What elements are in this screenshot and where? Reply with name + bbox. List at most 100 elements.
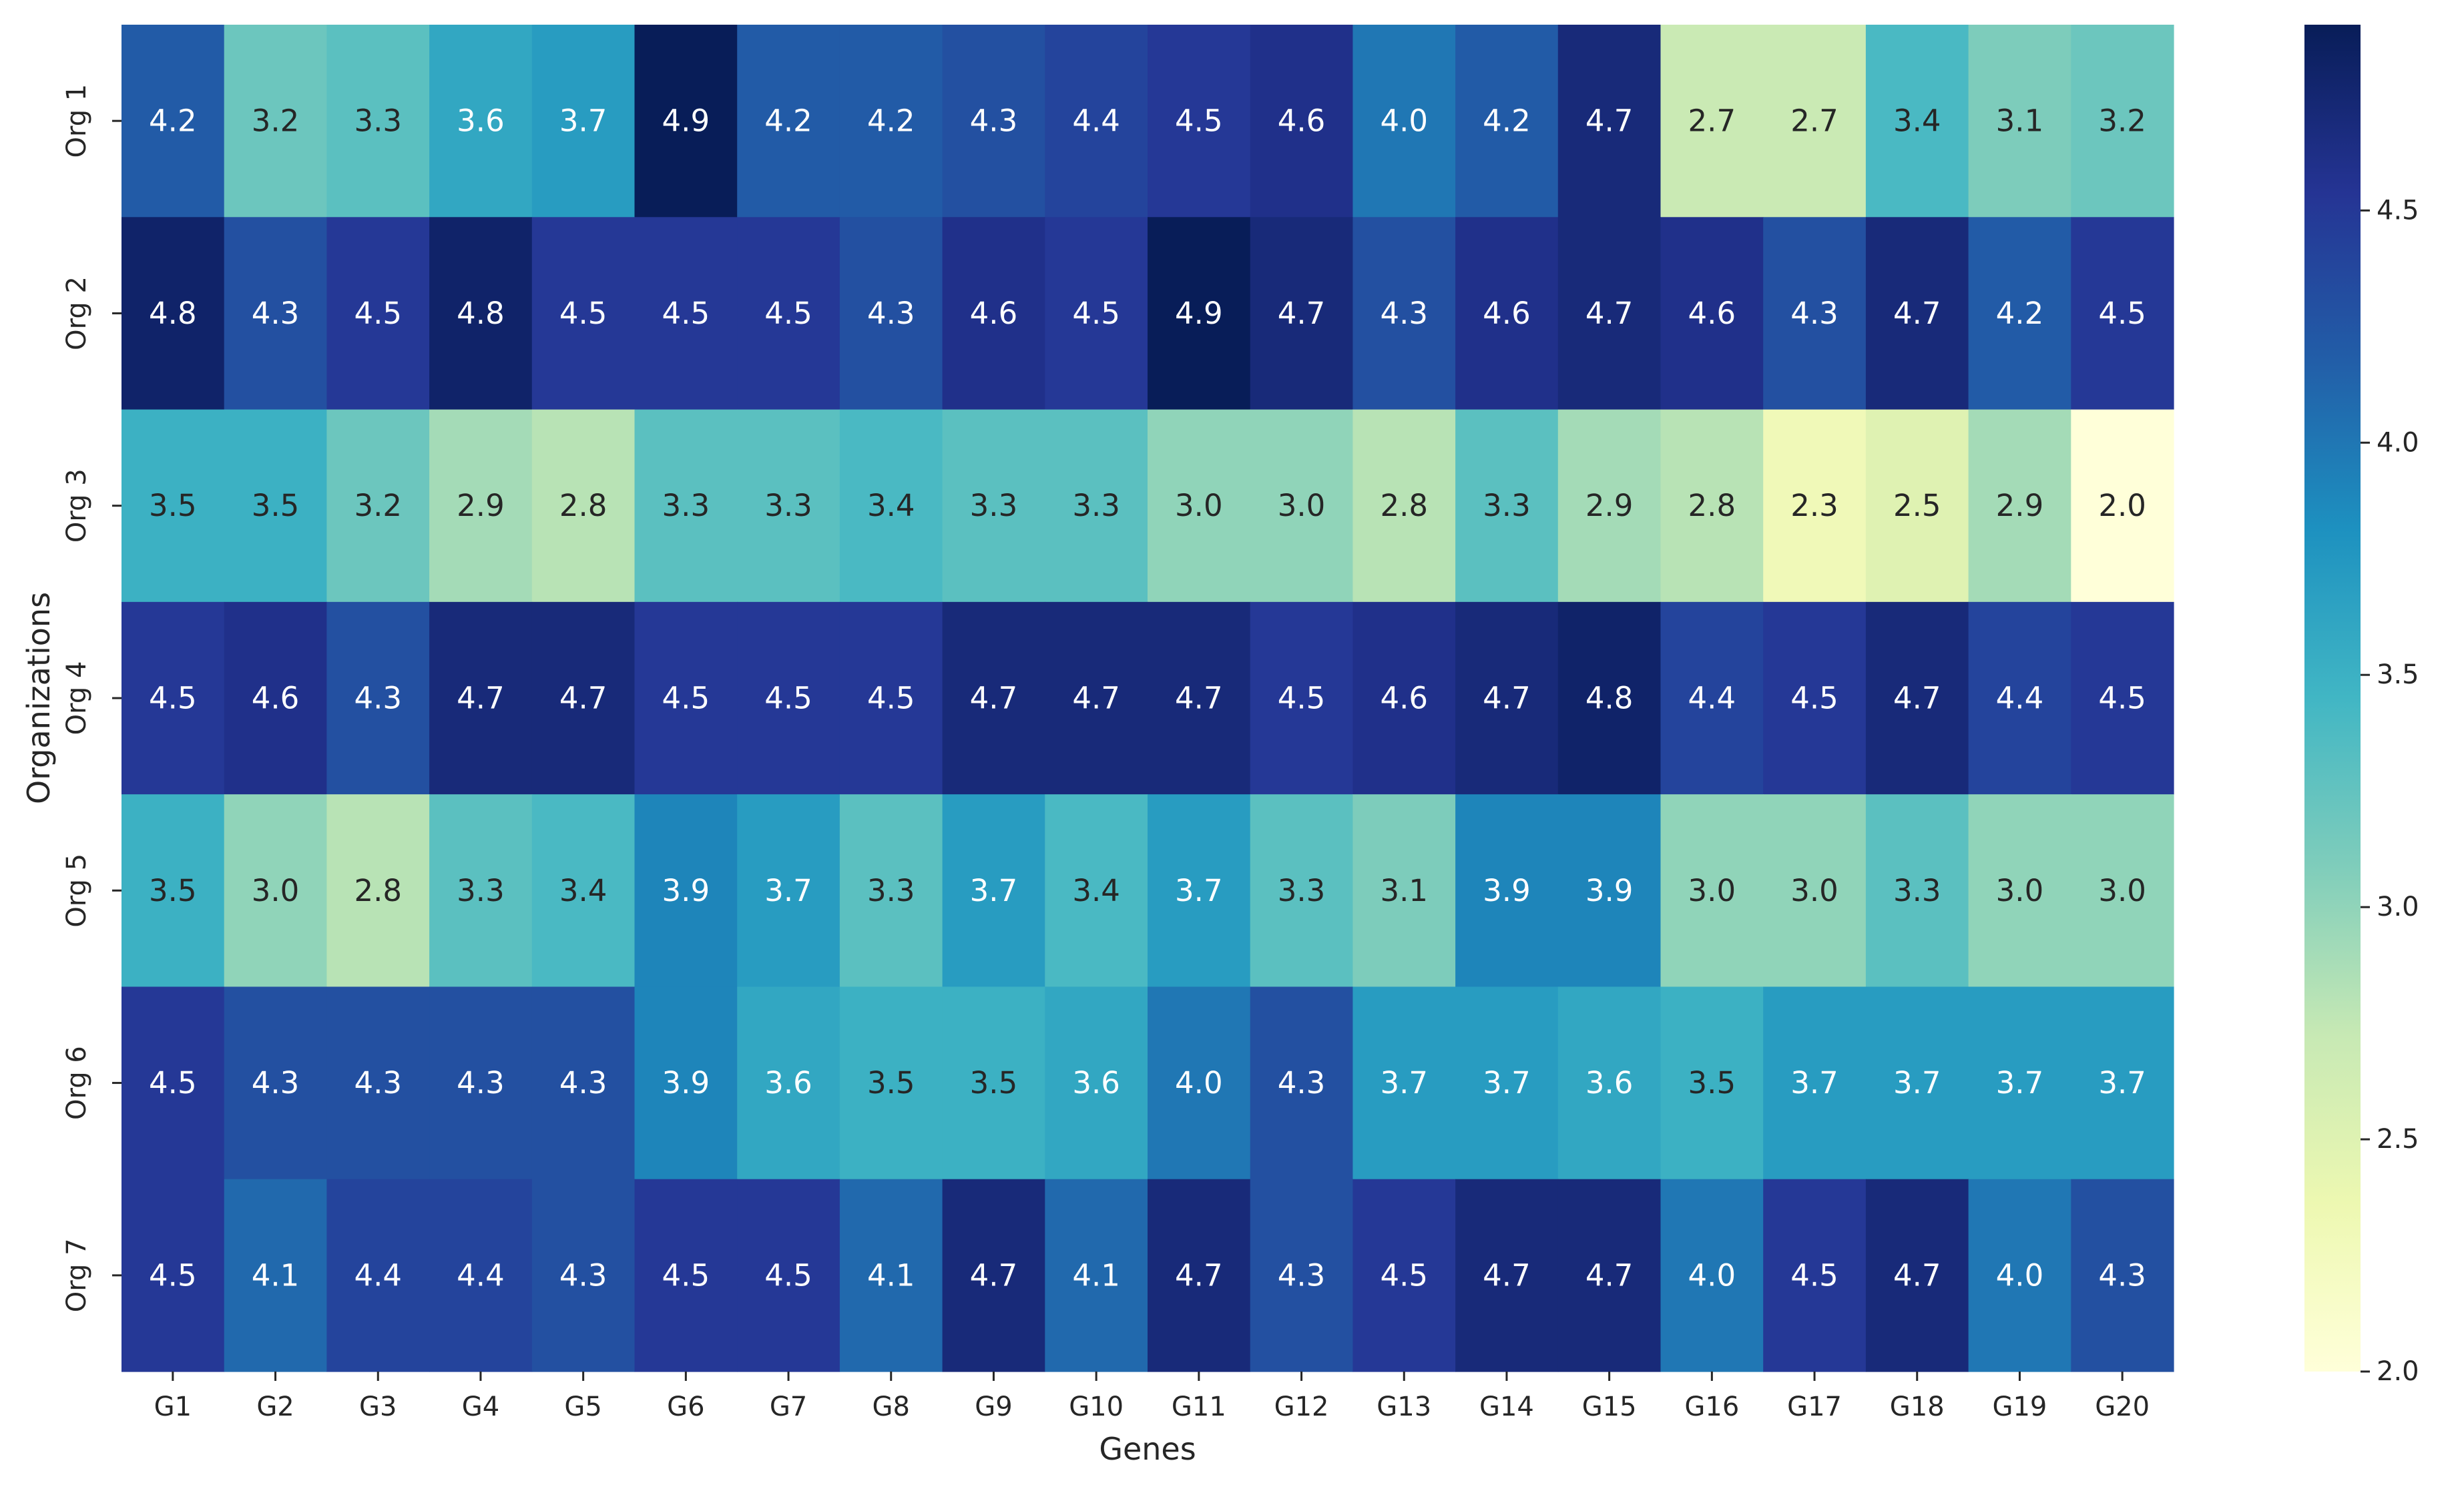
colorbar-tick-label: 3.0 (2377, 892, 2419, 922)
heatmap-cell (1660, 217, 1764, 410)
y-tick-label: Org 7 (61, 1238, 92, 1312)
heatmap-cell (1763, 409, 1867, 603)
cell-value-label: 4.5 (149, 1257, 197, 1293)
heatmap-cell (634, 1179, 738, 1372)
cell-value-label: 3.6 (1072, 1065, 1120, 1101)
cell-value-label: 4.7 (559, 681, 607, 716)
cell-value-label: 2.9 (1996, 488, 2044, 523)
heatmap-cell (839, 601, 943, 795)
heatmap-cell (1250, 1179, 1353, 1372)
cell-value-label: 4.4 (1996, 681, 2044, 716)
heatmap-cell (429, 794, 533, 988)
cell-value-label: 4.7 (1072, 681, 1120, 716)
cell-value-label: 4.7 (1893, 1257, 1941, 1293)
cell-value-label: 4.5 (764, 296, 812, 331)
heatmap-cell (531, 1179, 636, 1372)
y-tick-label: Org 1 (61, 84, 92, 158)
heatmap-cell (1352, 794, 1456, 988)
cell-value-label: 2.9 (1585, 488, 1634, 523)
cell-value-label: 3.3 (1483, 488, 1531, 523)
heatmap-cell (224, 986, 327, 1180)
heatmap-cell (1763, 25, 1867, 218)
heatmap-cell (429, 1179, 533, 1372)
heatmap-cell (1455, 794, 1559, 988)
heatmap-cell (1352, 217, 1456, 410)
cell-value-label: 3.0 (252, 873, 300, 908)
cell-value-label: 4.7 (1893, 681, 1941, 716)
heatmap-cell (839, 986, 943, 1180)
cell-value-label: 4.4 (354, 1257, 402, 1293)
heatmap-cell (1557, 25, 1662, 218)
cell-value-label: 4.6 (970, 296, 1018, 331)
x-tick-label: G1 (154, 1392, 192, 1422)
heatmap-cell (1250, 409, 1353, 603)
cell-value-label: 4.0 (1175, 1065, 1223, 1101)
heatmap-cell (224, 1179, 327, 1372)
cell-value-label: 4.5 (662, 681, 710, 716)
heatmap-cell (1148, 986, 1251, 1180)
cell-value-label: 4.5 (662, 296, 710, 331)
heatmap-cell (326, 217, 430, 410)
cell-value-label: 3.9 (1483, 873, 1531, 908)
cell-value-label: 4.2 (149, 103, 197, 139)
heatmap-cell (942, 794, 1045, 988)
heatmap-cell (1455, 601, 1559, 795)
heatmap-cell (531, 409, 636, 603)
heatmap-cell (1045, 25, 1148, 218)
cell-value-label: 4.4 (1688, 681, 1736, 716)
colorbar-tick-label: 3.5 (2377, 659, 2419, 690)
cell-value-label: 3.3 (1072, 488, 1120, 523)
heatmap-cell (942, 601, 1045, 795)
y-axis-title: Organizations (21, 592, 57, 804)
cell-value-label: 3.2 (2098, 103, 2146, 139)
cell-value-label: 3.3 (457, 873, 505, 908)
cell-value-label: 3.3 (1893, 873, 1941, 908)
cell-value-label: 4.3 (457, 1065, 505, 1101)
heatmap-cell (326, 794, 430, 988)
y-tick-label: Org 2 (61, 276, 92, 350)
heatmap-cell (224, 217, 327, 410)
cell-value-label: 4.8 (149, 296, 197, 331)
cell-value-label: 4.4 (457, 1257, 505, 1293)
cell-value-label: 4.1 (867, 1257, 915, 1293)
heatmap-cell (121, 217, 225, 410)
heatmap-cell (2071, 794, 2174, 988)
heatmap-cell (121, 986, 225, 1180)
heatmap-cell (1148, 1179, 1251, 1372)
cell-value-label: 3.7 (1380, 1065, 1428, 1101)
cell-value-label: 3.1 (1380, 873, 1428, 908)
x-tick-label: G7 (770, 1392, 807, 1422)
x-tick-label: G20 (2095, 1392, 2150, 1422)
heatmap-cell (1045, 986, 1148, 1180)
cell-value-label: 4.7 (970, 681, 1018, 716)
cell-value-label: 4.7 (1175, 681, 1223, 716)
cell-value-label: 4.6 (1483, 296, 1531, 331)
heatmap-cell (1250, 986, 1353, 1180)
heatmap-cell (1455, 409, 1559, 603)
cell-value-label: 4.5 (1790, 1257, 1838, 1293)
heatmap-cell (326, 25, 430, 218)
cell-value-label: 4.5 (764, 1257, 812, 1293)
heatmap-cell (429, 986, 533, 1180)
heatmap-cell (224, 25, 327, 218)
heatmap-cell (634, 794, 738, 988)
x-tick-label: G2 (256, 1392, 294, 1422)
cell-value-label: 2.5 (1893, 488, 1941, 523)
heatmap-cell (942, 986, 1045, 1180)
cell-value-label: 3.7 (1175, 873, 1223, 908)
cell-value-label: 4.5 (354, 296, 402, 331)
cell-value-label: 3.7 (970, 873, 1018, 908)
cell-value-label: 3.0 (2098, 873, 2146, 908)
cell-value-label: 3.7 (1893, 1065, 1941, 1101)
y-tick-label: Org 6 (61, 1046, 92, 1120)
heatmap-cell (1352, 25, 1456, 218)
cell-value-label: 4.9 (662, 103, 710, 139)
heatmap-cell (2071, 601, 2174, 795)
cell-value-label: 4.9 (1175, 296, 1223, 331)
cell-value-label: 2.7 (1790, 103, 1838, 139)
heatmap-cell (634, 409, 738, 603)
cell-value-label: 4.7 (1585, 296, 1634, 331)
heatmap-cell (1250, 794, 1353, 988)
